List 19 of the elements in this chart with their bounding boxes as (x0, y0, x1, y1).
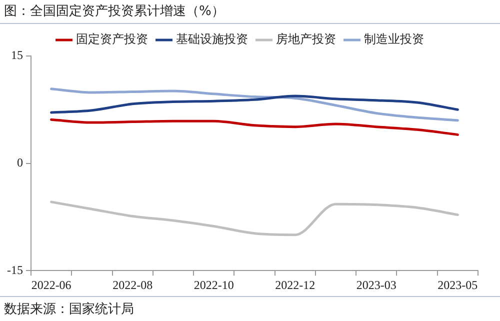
y-tick-label: 15 (10, 48, 23, 62)
legend-label: 固定资产投资 (76, 32, 148, 46)
source-note: 数据来源：国家统计局 (4, 301, 135, 318)
line-series (50, 88, 459, 122)
line-series (50, 118, 459, 136)
line-series (50, 94, 459, 114)
legend-label: 基础设施投资 (176, 32, 248, 46)
x-tick-label: 2023-03 (356, 278, 396, 292)
x-tick-label: 2022-08 (112, 278, 153, 292)
x-tick-label: 2023-05 (438, 278, 478, 292)
chart-title: 图：全国固定资产投资累计增速（%） (0, 0, 500, 24)
x-tick-label: 2022-10 (194, 278, 234, 292)
legend-label: 制造业投资 (364, 32, 424, 46)
x-tick-label: 2022-06 (31, 278, 72, 292)
x-tick-label: 2022-12 (275, 278, 316, 292)
line-series (50, 200, 459, 236)
y-tick-label: -15 (6, 262, 23, 277)
legend-label: 房地产投资 (276, 32, 336, 46)
y-tick-label: 0 (16, 155, 23, 170)
